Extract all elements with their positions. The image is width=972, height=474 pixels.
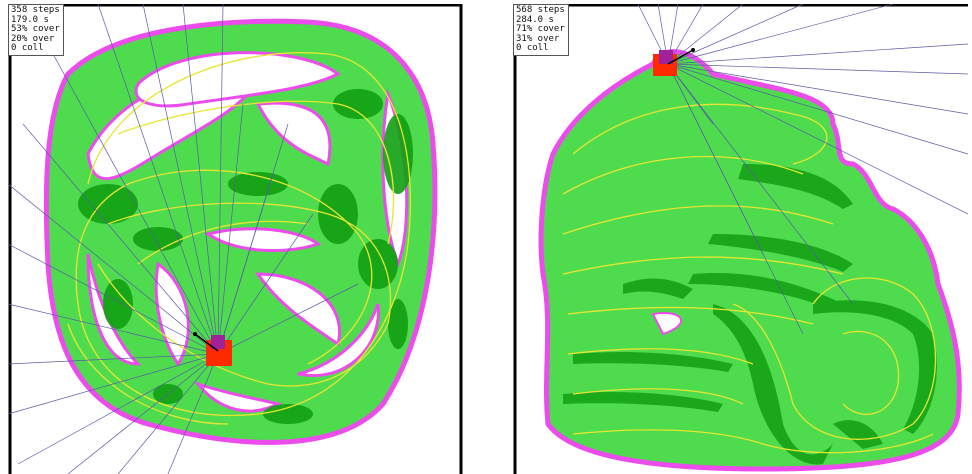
planned-path-right	[562, 103, 937, 454]
coverage-map-left	[8, 4, 463, 474]
steps-count: 358 steps	[11, 5, 60, 15]
elapsed-time: 179.0 s	[11, 14, 49, 25]
overlap-percent: 20% over	[11, 33, 55, 44]
planned-path-left	[67, 52, 411, 425]
swept-area-right	[538, 49, 962, 472]
simulation-view-left: 358 steps 179.0 s 53% cover 20% over 0 c…	[8, 4, 463, 474]
stats-box-left: 358 steps 179.0 s 53% cover 20% over 0 c…	[8, 4, 64, 56]
stats-box-right: 568 steps 284.0 s 71% cover 31% over 0 c…	[513, 4, 569, 56]
coverage-percent: 71% cover	[516, 24, 565, 34]
robot-marker-right	[653, 48, 695, 76]
lidar-rays-left	[8, 4, 359, 474]
coverage-map-right	[513, 4, 968, 474]
simulation-view-right: 568 steps 284.0 s 71% cover 31% over 0 c…	[513, 4, 968, 474]
collision-count: 0 coll	[11, 43, 44, 53]
elapsed-time: 284.0 s	[516, 14, 554, 25]
overlap-percent: 31% over	[516, 33, 560, 44]
lidar-rays-right	[637, 4, 968, 335]
collision-count: 0 coll	[516, 43, 549, 53]
robot-marker-left	[193, 332, 232, 366]
coverage-percent: 53% cover	[11, 24, 60, 34]
overlap-patches-right	[563, 164, 937, 465]
steps-count: 568 steps	[516, 5, 565, 15]
